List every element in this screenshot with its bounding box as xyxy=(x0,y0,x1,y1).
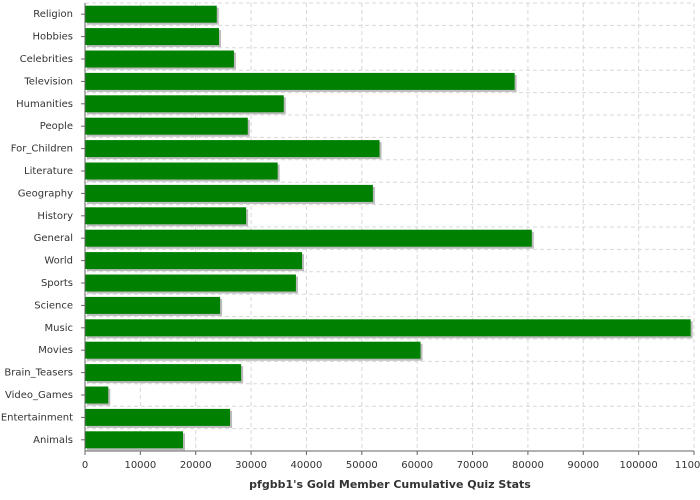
bar xyxy=(85,408,231,426)
bar xyxy=(85,364,242,382)
bar xyxy=(85,72,515,90)
x-tick-label: 40000 xyxy=(291,460,323,471)
y-tick-label: Music xyxy=(45,323,73,334)
bar xyxy=(85,117,248,135)
bar xyxy=(85,207,247,225)
y-tick-label: Entertainment xyxy=(1,412,73,423)
y-tick-label: History xyxy=(37,211,73,222)
y-tick-label: World xyxy=(44,256,73,267)
y-tick-label: Geography xyxy=(18,188,73,199)
bar xyxy=(85,296,221,314)
y-tick-label: Movies xyxy=(38,345,73,356)
bar xyxy=(85,229,532,247)
y-tick-label: Animals xyxy=(33,435,73,446)
y-tick-label: Hobbies xyxy=(33,32,73,43)
y-tick-label: Science xyxy=(34,300,73,311)
x-tick-label: 100000 xyxy=(620,460,658,471)
bar xyxy=(85,274,296,292)
bar xyxy=(85,140,380,158)
y-tick-label: Celebrities xyxy=(20,54,73,65)
y-tick-label: Humanities xyxy=(16,99,73,110)
y-tick-label: Brain_Teasers xyxy=(4,368,73,379)
bar xyxy=(85,319,691,337)
y-tick-label: General xyxy=(34,233,73,244)
bar xyxy=(85,28,219,46)
y-tick-label: Literature xyxy=(24,166,73,177)
chart-title: pfgbb1's Gold Member Cumulative Quiz Sta… xyxy=(249,478,531,491)
x-tick-label: 90000 xyxy=(567,460,599,471)
y-tick-label: Television xyxy=(23,76,73,87)
bar xyxy=(85,95,284,113)
bar xyxy=(85,50,234,68)
y-tick-label: Video_Games xyxy=(5,390,73,401)
x-tick-label: 0 xyxy=(82,460,88,471)
y-tick-label: People xyxy=(40,121,73,132)
bar xyxy=(85,184,373,202)
y-tick-label: For_Children xyxy=(11,144,73,155)
x-tick-label: 10000 xyxy=(124,460,156,471)
x-tick-label: 110000 xyxy=(675,460,700,471)
bar xyxy=(85,386,109,404)
bar xyxy=(85,431,183,449)
x-tick-label: 20000 xyxy=(180,460,212,471)
bar xyxy=(85,162,278,180)
y-tick-label: Sports xyxy=(41,278,73,289)
bar xyxy=(85,341,421,359)
x-tick-label: 50000 xyxy=(346,460,378,471)
x-tick-label: 30000 xyxy=(235,460,267,471)
x-tick-label: 60000 xyxy=(401,460,433,471)
bar xyxy=(85,5,217,23)
bar xyxy=(85,252,303,270)
x-tick-label: 80000 xyxy=(512,460,544,471)
x-tick-label: 70000 xyxy=(457,460,489,471)
y-tick-label: Religion xyxy=(33,9,73,20)
